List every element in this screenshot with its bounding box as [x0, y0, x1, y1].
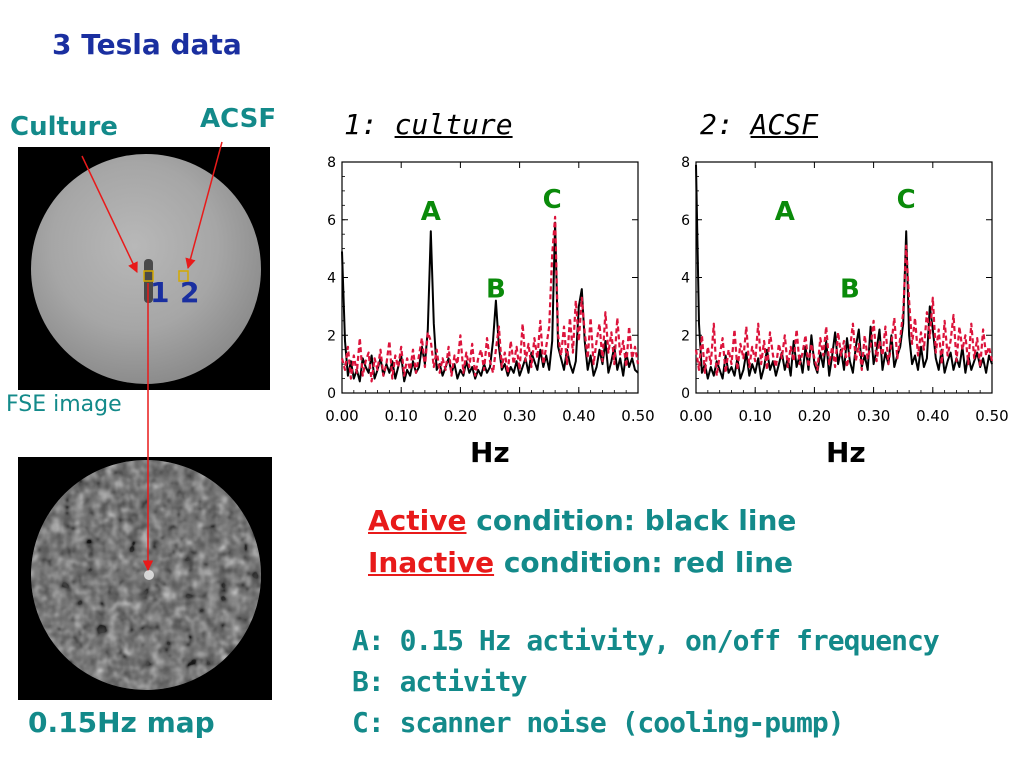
- x-tick-label: 0.30: [857, 407, 890, 425]
- fse-image-label: FSE image: [6, 392, 122, 417]
- x-tick-label: 0.10: [384, 407, 417, 425]
- note-a: A: 0.15 Hz activity, on/off frequency: [352, 624, 940, 657]
- x-tick-label: 0.00: [325, 407, 358, 425]
- frequency-map-image: [18, 457, 272, 700]
- x-tick-label: 0.20: [444, 407, 477, 425]
- peak-label-c: C: [897, 185, 916, 215]
- roi-number-1: 1: [150, 276, 170, 309]
- y-tick-label: 2: [327, 328, 336, 344]
- legend-inactive: Inactive condition: red line: [368, 546, 793, 579]
- y-tick-label: 4: [681, 271, 690, 287]
- frequency-map-label: 0.15Hz map: [28, 706, 215, 739]
- legend-active-text: condition: black line: [466, 504, 797, 537]
- y-tick-label: 8: [681, 155, 690, 171]
- roi-box-1: [143, 270, 154, 282]
- peak-label-a: A: [775, 197, 795, 227]
- peak-label-a: A: [421, 197, 441, 227]
- series-inactive-line: [340, 215, 640, 383]
- x-tick-label: 0.40: [916, 407, 949, 425]
- chart-2-title: 2: ACSF: [700, 108, 819, 141]
- x-tick-label: 0.00: [679, 407, 712, 425]
- x-tick-label: 0.30: [503, 407, 536, 425]
- peak-label-b: B: [840, 275, 860, 305]
- chart-1-title: 1: culture: [344, 108, 513, 141]
- culture-label: Culture: [10, 112, 118, 142]
- peak-label-b: B: [486, 275, 506, 305]
- legend-inactive-key: Inactive: [368, 546, 495, 579]
- chart-acsf: 0 2 4 6 8 0.00 0.10 0.20 0.30 0.40 0.50 A B C: [679, 155, 1008, 425]
- culture-arrow: [81, 155, 138, 273]
- y-tick-label: 6: [327, 213, 336, 229]
- note-c: C: scanner noise (cooling-pump): [352, 706, 845, 739]
- legend-inactive-text: condition: red line: [494, 546, 794, 579]
- peak-label-c: C: [543, 185, 562, 215]
- y-tick-label: 0: [681, 386, 690, 402]
- slide-title: 3 Tesla data: [52, 28, 242, 61]
- x-tick-label: 0.20: [798, 407, 831, 425]
- acsf-label: ACSF: [200, 104, 277, 134]
- x-tick-label: 0.40: [562, 407, 595, 425]
- y-tick-label: 0: [327, 386, 336, 402]
- acsf-arrow: [185, 141, 223, 270]
- y-tick-label: 8: [327, 155, 336, 171]
- x-tick-label: 0.50: [621, 407, 654, 425]
- x-tick-label: 0.50: [975, 407, 1008, 425]
- y-tick-label: 6: [681, 213, 690, 229]
- y-tick-label: 2: [681, 328, 690, 344]
- chart-culture: 0 2 4 6 8 0.00 0.10 0.20 0.30 0.40 0.50 A B C: [325, 155, 654, 425]
- activation-spot: [144, 570, 154, 580]
- y-tick-label: 4: [327, 271, 336, 287]
- legend-active-key: Active: [368, 504, 467, 537]
- legend-active: Active condition: black line: [368, 504, 796, 537]
- roi-number-2: 2: [180, 276, 200, 309]
- series-active-line: [341, 221, 639, 383]
- series-inactive-line: [694, 244, 994, 377]
- chart-2-xlabel: Hz: [826, 436, 866, 469]
- chart-1-xlabel: Hz: [470, 436, 510, 469]
- x-tick-label: 0.10: [738, 407, 771, 425]
- note-b: B: activity: [352, 665, 527, 698]
- roi-box-2: [178, 270, 189, 282]
